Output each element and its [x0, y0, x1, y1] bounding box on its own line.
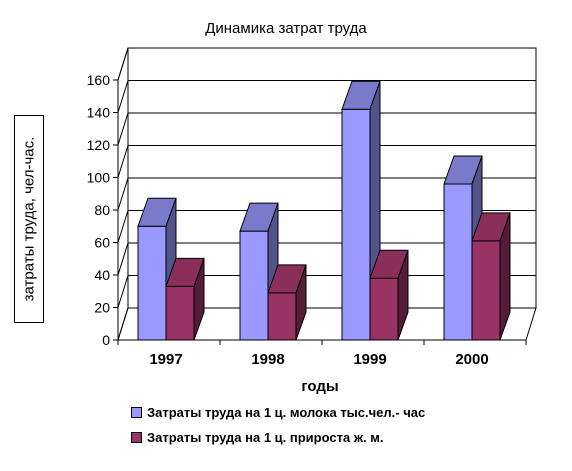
y-tick-label: 140 — [87, 105, 111, 121]
x-tick-label: 1997 — [149, 351, 182, 368]
y-tick-label: 0 — [102, 332, 110, 348]
bar-side — [193, 258, 205, 341]
y-tick-label: 60 — [94, 235, 110, 251]
legend-label-weight-gain: Затраты труда на 1 ц. прироста ж. м. — [147, 430, 384, 445]
y-axis-label: затраты труда, чел-час. — [20, 136, 38, 302]
bar-front — [239, 230, 269, 341]
y-axis-label-box: затраты труда, чел-час. — [14, 115, 44, 323]
gridline-side — [117, 80, 129, 113]
y-tick-label: 100 — [87, 170, 111, 186]
y-tick-label: 20 — [94, 300, 110, 316]
bar-side — [397, 250, 409, 341]
bar-front — [443, 183, 473, 341]
gridline-side — [117, 47, 129, 81]
x-tick-label: 1998 — [251, 351, 284, 368]
y-tick-label: 40 — [94, 267, 110, 283]
legend-item-weight-gain: Затраты труда на 1 ц. прироста ж. м. — [131, 429, 425, 446]
bar-front — [267, 292, 297, 341]
bar-side — [295, 264, 307, 341]
bar-front — [369, 277, 399, 341]
bar-side — [499, 212, 511, 341]
chart-title: Динамика затрат труда — [205, 20, 367, 37]
y-tick-label: 160 — [87, 72, 111, 88]
bar-front — [341, 108, 371, 341]
legend-item-milk: Затраты труда на 1 ц. молока тыс.чел.- ч… — [131, 404, 425, 421]
bar-front — [165, 285, 195, 341]
gridline-side — [117, 275, 129, 308]
legend: Затраты труда на 1 ц. молока тыс.чел.- ч… — [131, 404, 425, 454]
x-axis-label: годы — [301, 378, 339, 395]
gridline-side — [117, 242, 129, 276]
legend-label-milk: Затраты труда на 1 ц. молока тыс.чел.- ч… — [147, 405, 426, 420]
gridline-side — [117, 177, 129, 211]
legend-swatch-milk — [131, 407, 142, 418]
gridline-side — [117, 145, 129, 178]
gridline-side — [117, 210, 129, 243]
y-tick-label: 80 — [94, 202, 110, 218]
x-tick-label: 1999 — [353, 351, 386, 368]
gridline-side — [117, 307, 129, 341]
gridline-side — [117, 112, 129, 146]
x-tick-label: 2000 — [455, 351, 488, 368]
bar-front — [471, 240, 501, 341]
y-tick-label: 120 — [87, 137, 111, 153]
bar-front — [137, 225, 167, 341]
legend-swatch-weight-gain — [131, 432, 142, 443]
